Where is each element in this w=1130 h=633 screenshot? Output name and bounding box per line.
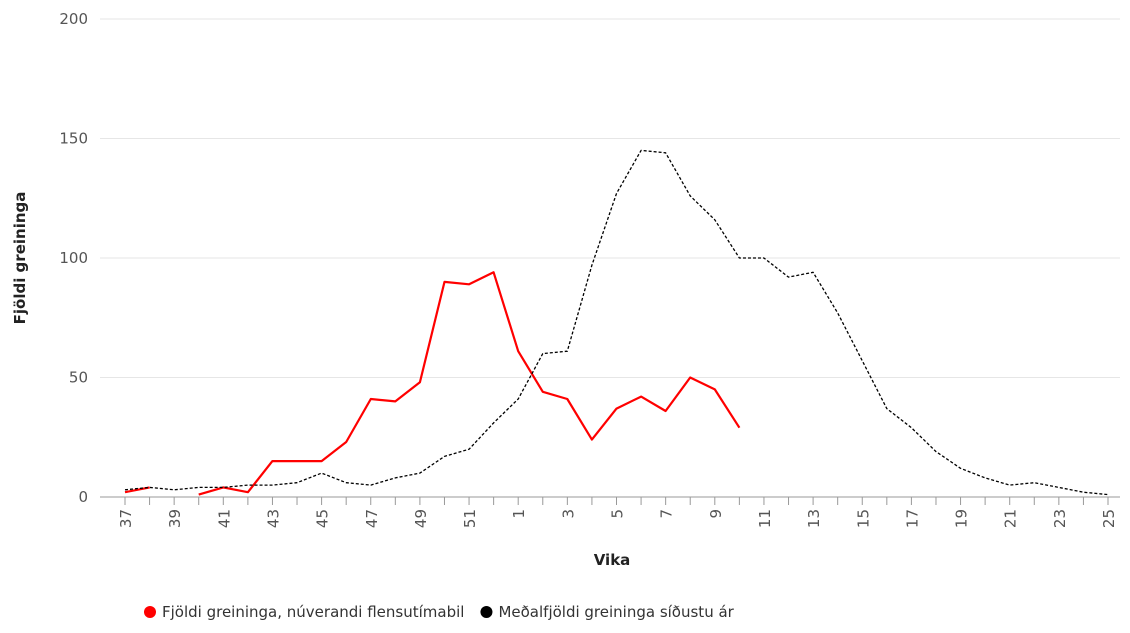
x-tick-label: 1 (510, 509, 528, 519)
x-tick-label: 5 (609, 509, 627, 519)
x-tick-label: 11 (756, 509, 774, 528)
x-tick-label: 41 (215, 509, 233, 528)
x-tick-label: 45 (314, 509, 332, 528)
x-tick-label: 49 (412, 509, 430, 528)
x-tick-label: 51 (461, 509, 479, 528)
legend-marker (480, 606, 493, 618)
y-tick-label: 100 (59, 249, 88, 267)
legend-label: Meðalfjöldi greininga síðustu ár (498, 603, 734, 621)
x-tick-label: 19 (953, 509, 971, 528)
x-tick-label: 25 (1100, 509, 1118, 528)
x-tick-label: 23 (1051, 509, 1069, 528)
x-tick-label: 39 (166, 509, 184, 528)
x-axis-title: Vika (594, 551, 631, 569)
y-tick-label: 200 (59, 10, 88, 28)
y-tick-label: 150 (59, 130, 88, 148)
x-tick-label: 47 (363, 509, 381, 528)
x-tick-label: 21 (1002, 509, 1020, 528)
y-axis-title: Fjöldi greininga (11, 192, 29, 325)
legend-label: Fjöldi greininga, núverandi flensutímabi… (162, 603, 464, 621)
y-tick-label: 0 (78, 488, 88, 506)
x-tick-label: 37 (117, 509, 135, 528)
x-tick-label: 17 (903, 509, 921, 528)
x-tick-label: 13 (805, 509, 823, 528)
line-series (124, 271, 741, 496)
legend-marker (144, 606, 156, 618)
x-tick-label: 9 (707, 509, 725, 519)
y-tick-label: 50 (69, 369, 88, 387)
x-tick-label: 43 (264, 509, 282, 528)
x-tick-label: 3 (559, 509, 577, 519)
x-tick-label: 15 (854, 509, 872, 528)
x-tick-label: 7 (658, 509, 676, 519)
line-series (124, 149, 1109, 496)
